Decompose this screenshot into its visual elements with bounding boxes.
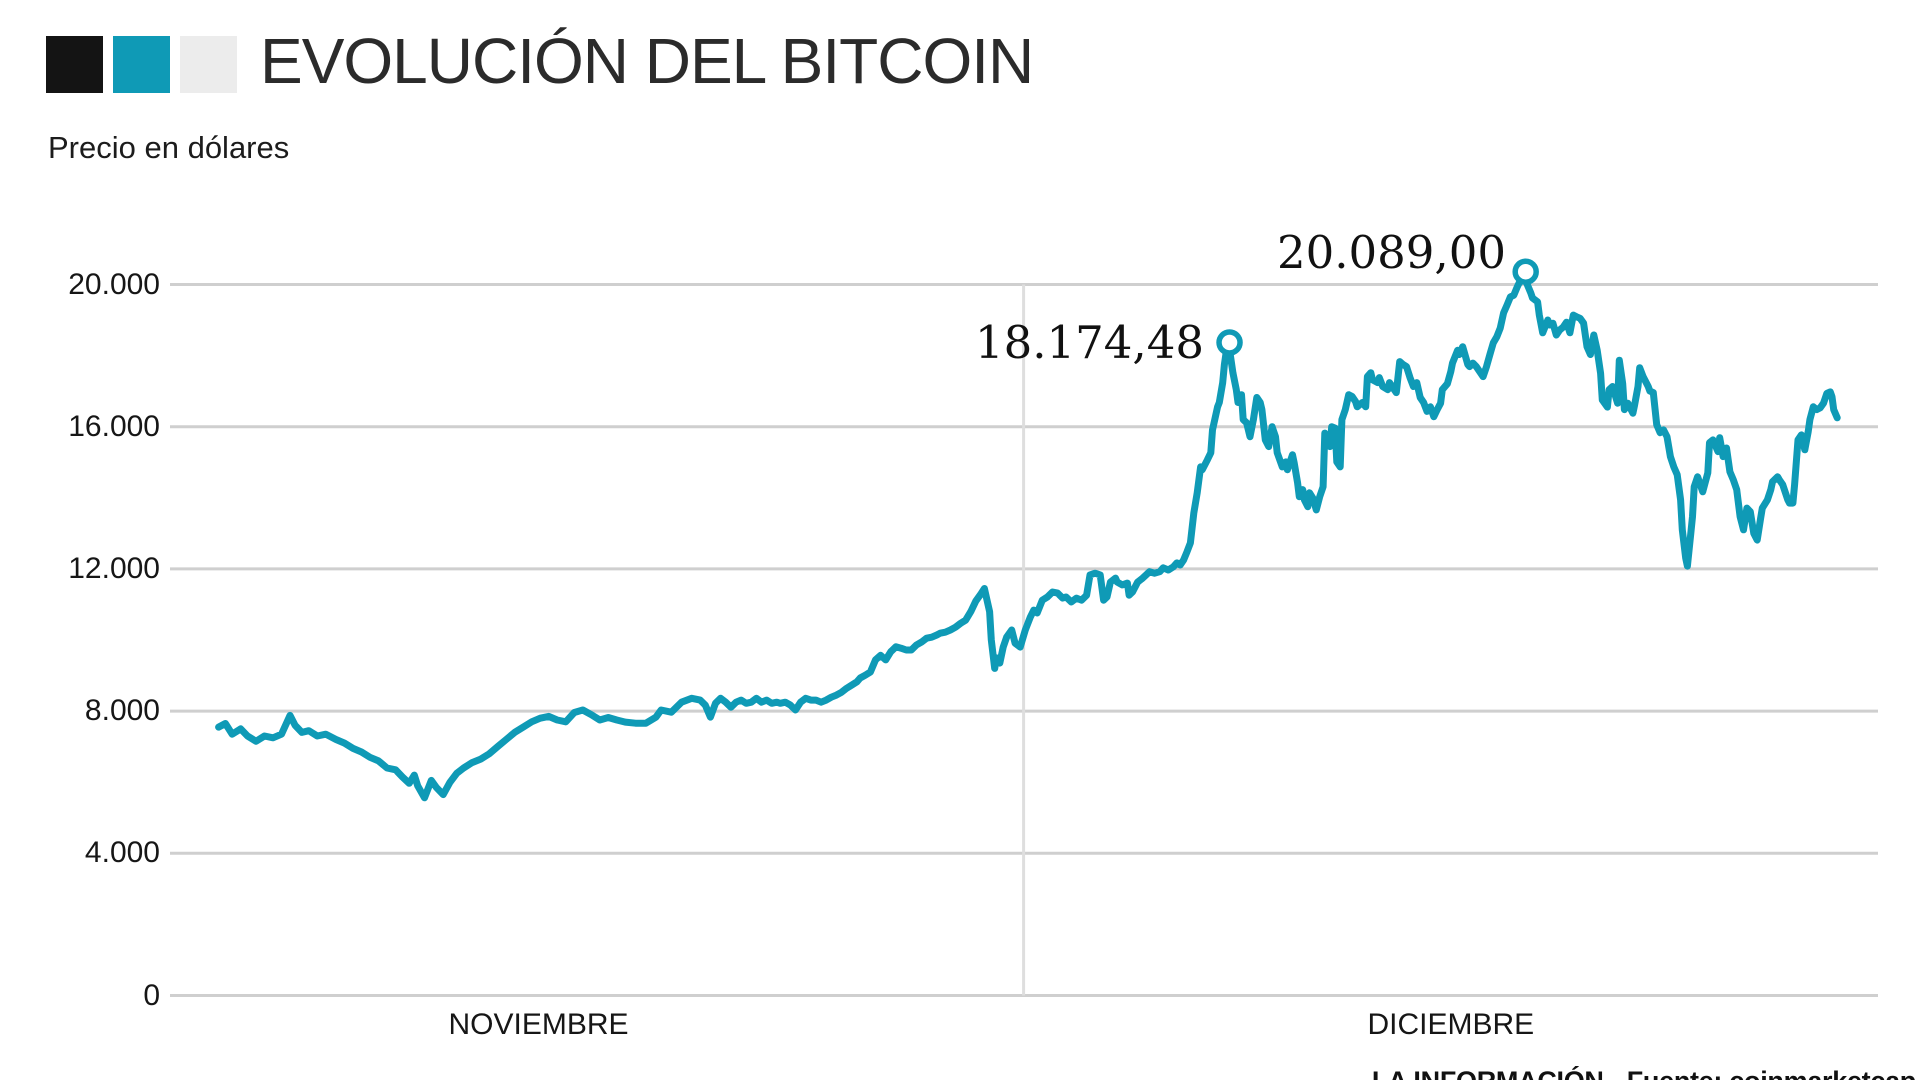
teal-square-icon: [113, 36, 170, 93]
peak-marker-0: [1216, 329, 1243, 356]
annotation-all-time-high: 20.089,00: [1276, 226, 1506, 279]
footer-credit: LA INFORMACIÓN - Fuente: coinmarketcap: [1372, 1066, 1916, 1080]
y-tick-label-20000: 20.000: [68, 267, 160, 301]
chart-subtitle: Precio en dólares: [48, 130, 290, 165]
annotation-first-peak: 18.174,48: [974, 316, 1204, 369]
page-title: EVOLUCIÓN DEL BITCOIN: [260, 25, 1034, 97]
month-label-noviembre: NOVIEMBRE: [448, 1008, 629, 1041]
bitcoin-price-line: [215, 268, 1841, 802]
legend-squares: [46, 36, 237, 93]
y-tick-label-8000: 8.000: [84, 694, 160, 728]
y-tick-label-0: 0: [143, 978, 160, 1012]
y-tick-label-16000: 16.000: [68, 409, 160, 443]
month-label-diciembre: DICIEMBRE: [1367, 1008, 1535, 1041]
y-tick-label-4000: 4.000: [84, 836, 160, 870]
black-square-icon: [46, 36, 103, 93]
y-tick-label-12000: 12.000: [68, 551, 160, 585]
gray-square-icon: [180, 36, 237, 93]
peak-marker-1: [1512, 258, 1539, 285]
